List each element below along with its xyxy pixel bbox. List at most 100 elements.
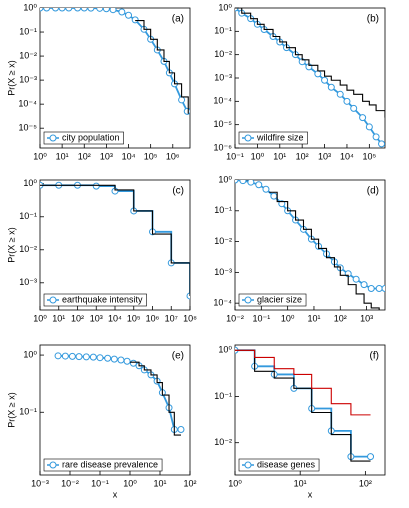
data-point: [365, 123, 373, 131]
y-tick-label: 10⁻²: [214, 49, 232, 59]
x-tick-label: 10¹: [52, 313, 65, 323]
panel-label: (c): [172, 186, 184, 197]
y-tick-label: 10⁻⁶: [214, 142, 233, 152]
x-tick-label: 10⁵: [127, 313, 141, 323]
y-tick-label: 10⁻²: [19, 50, 37, 60]
data-point: [123, 357, 131, 365]
panel: 10⁻² 10⁻¹ 10⁰ 10¹ 10² 10³ 10⁻⁴ 10⁻³ 10⁻² 10⁻¹ 10⁰ (…: [213, 174, 386, 323]
x-tick-label: 10⁰: [281, 313, 295, 323]
y-tick-label: 10⁻²: [214, 437, 232, 447]
data-point: [104, 354, 112, 362]
y-tick-label: 10⁰: [23, 349, 37, 359]
data-point: [367, 284, 375, 292]
data-point: [278, 200, 286, 208]
x-tick-label: 10⁴: [340, 151, 354, 161]
plot-area: [54, 352, 185, 436]
x-tick-label: 10⁰: [33, 151, 47, 161]
panel-label: (e): [172, 351, 184, 362]
x-tick-label: 10¹: [294, 478, 307, 488]
legend-box: [43, 293, 147, 307]
legend-box: [238, 293, 307, 307]
panel-label: (f): [370, 351, 379, 362]
legend-marker: [49, 461, 57, 469]
x-tick-label: 10⁰: [251, 151, 265, 161]
data-point: [131, 16, 139, 24]
panel: 10⁰ 10¹ 10² 10³ 10⁴ 10⁵ 10⁶ 10⁻⁵ 10⁻⁴ 10⁻³ 10⁻² 10⁻…: [6, 2, 191, 161]
data-point: [375, 284, 383, 292]
series-line: [235, 8, 385, 118]
y-tick-label: 10⁻⁴: [18, 99, 37, 109]
y-tick-label: 10⁻⁴: [213, 298, 232, 308]
legend-box: [43, 458, 163, 472]
data-point: [102, 8, 110, 13]
x-tick-label: 10⁴: [122, 151, 136, 161]
x-tick-label: 10⁵: [144, 151, 158, 161]
legend-box: [43, 131, 124, 145]
x-tick-label: 10³: [318, 151, 331, 161]
data-point: [110, 355, 118, 363]
series-line: [135, 20, 189, 114]
axes-frame: [39, 7, 191, 149]
data-point: [177, 425, 185, 433]
data-point: [372, 133, 380, 141]
data-point: [359, 114, 367, 122]
x-tick-label: 10⁻¹: [91, 478, 109, 488]
legend-box: [238, 131, 308, 145]
legend: glacier size: [238, 293, 307, 307]
legend-label: disease genes: [257, 459, 316, 469]
data-point: [235, 8, 239, 12]
data-point: [125, 11, 133, 19]
legend-marker: [244, 296, 252, 304]
legend: rare disease prevalence: [43, 458, 163, 472]
y-axis-label: Pr(X ≥ x): [6, 227, 16, 262]
x-tick-label: 10⁵: [362, 151, 376, 161]
data-point: [80, 8, 88, 12]
y-tick-label: 10⁻¹: [19, 211, 37, 221]
x-tick-label: 10²: [359, 478, 372, 488]
plot-area: [235, 8, 385, 148]
data-point: [96, 8, 104, 12]
x-tick-label: 10¹: [307, 313, 320, 323]
data-point: [61, 352, 69, 360]
series-line: [40, 184, 190, 296]
y-tick-label: 10⁻¹: [214, 26, 232, 36]
x-tick-label: 10³: [90, 313, 103, 323]
legend-label: glacier size: [257, 294, 302, 304]
panel-label: (b): [367, 14, 379, 25]
x-tick-label: 10⁰: [123, 478, 137, 488]
y-tick-label: 10⁻²: [19, 244, 37, 254]
x-tick-label: 10⁻³: [31, 478, 49, 488]
data-point: [360, 281, 368, 289]
legend-label: city population: [62, 132, 120, 142]
x-tick-label: 10²: [296, 151, 309, 161]
data-point: [51, 8, 59, 12]
data-point: [118, 8, 126, 16]
plot-area: [40, 8, 190, 115]
axes-frame: [234, 7, 386, 149]
x-tick-label: 10⁶: [146, 313, 160, 323]
data-point: [321, 76, 329, 84]
data-point: [58, 8, 66, 12]
data-point: [343, 97, 351, 105]
x-tick-label: 10²: [183, 478, 196, 488]
data-point: [65, 8, 73, 12]
x-tick-label: 10⁸: [183, 313, 197, 323]
data-point: [75, 353, 83, 361]
x-tick-label: 10³: [100, 151, 113, 161]
data-point: [178, 96, 186, 104]
x-tick-label: 10⁻²: [226, 313, 244, 323]
y-tick-label: 10⁻³: [214, 72, 232, 82]
data-point: [239, 180, 247, 185]
data-point: [87, 8, 95, 12]
x-tick-label: 10⁰: [33, 313, 47, 323]
y-tick-label: 10⁻²: [214, 236, 232, 246]
legend-label: wildfire size: [256, 132, 304, 142]
x-tick-label: 10¹: [273, 151, 286, 161]
y-axis-label: Pr(X ≥ x): [6, 392, 16, 427]
axes-frame: [39, 344, 191, 476]
data-point: [327, 83, 335, 91]
legend: city population: [43, 131, 124, 145]
plot-area: [235, 346, 375, 462]
data-point: [74, 8, 82, 12]
